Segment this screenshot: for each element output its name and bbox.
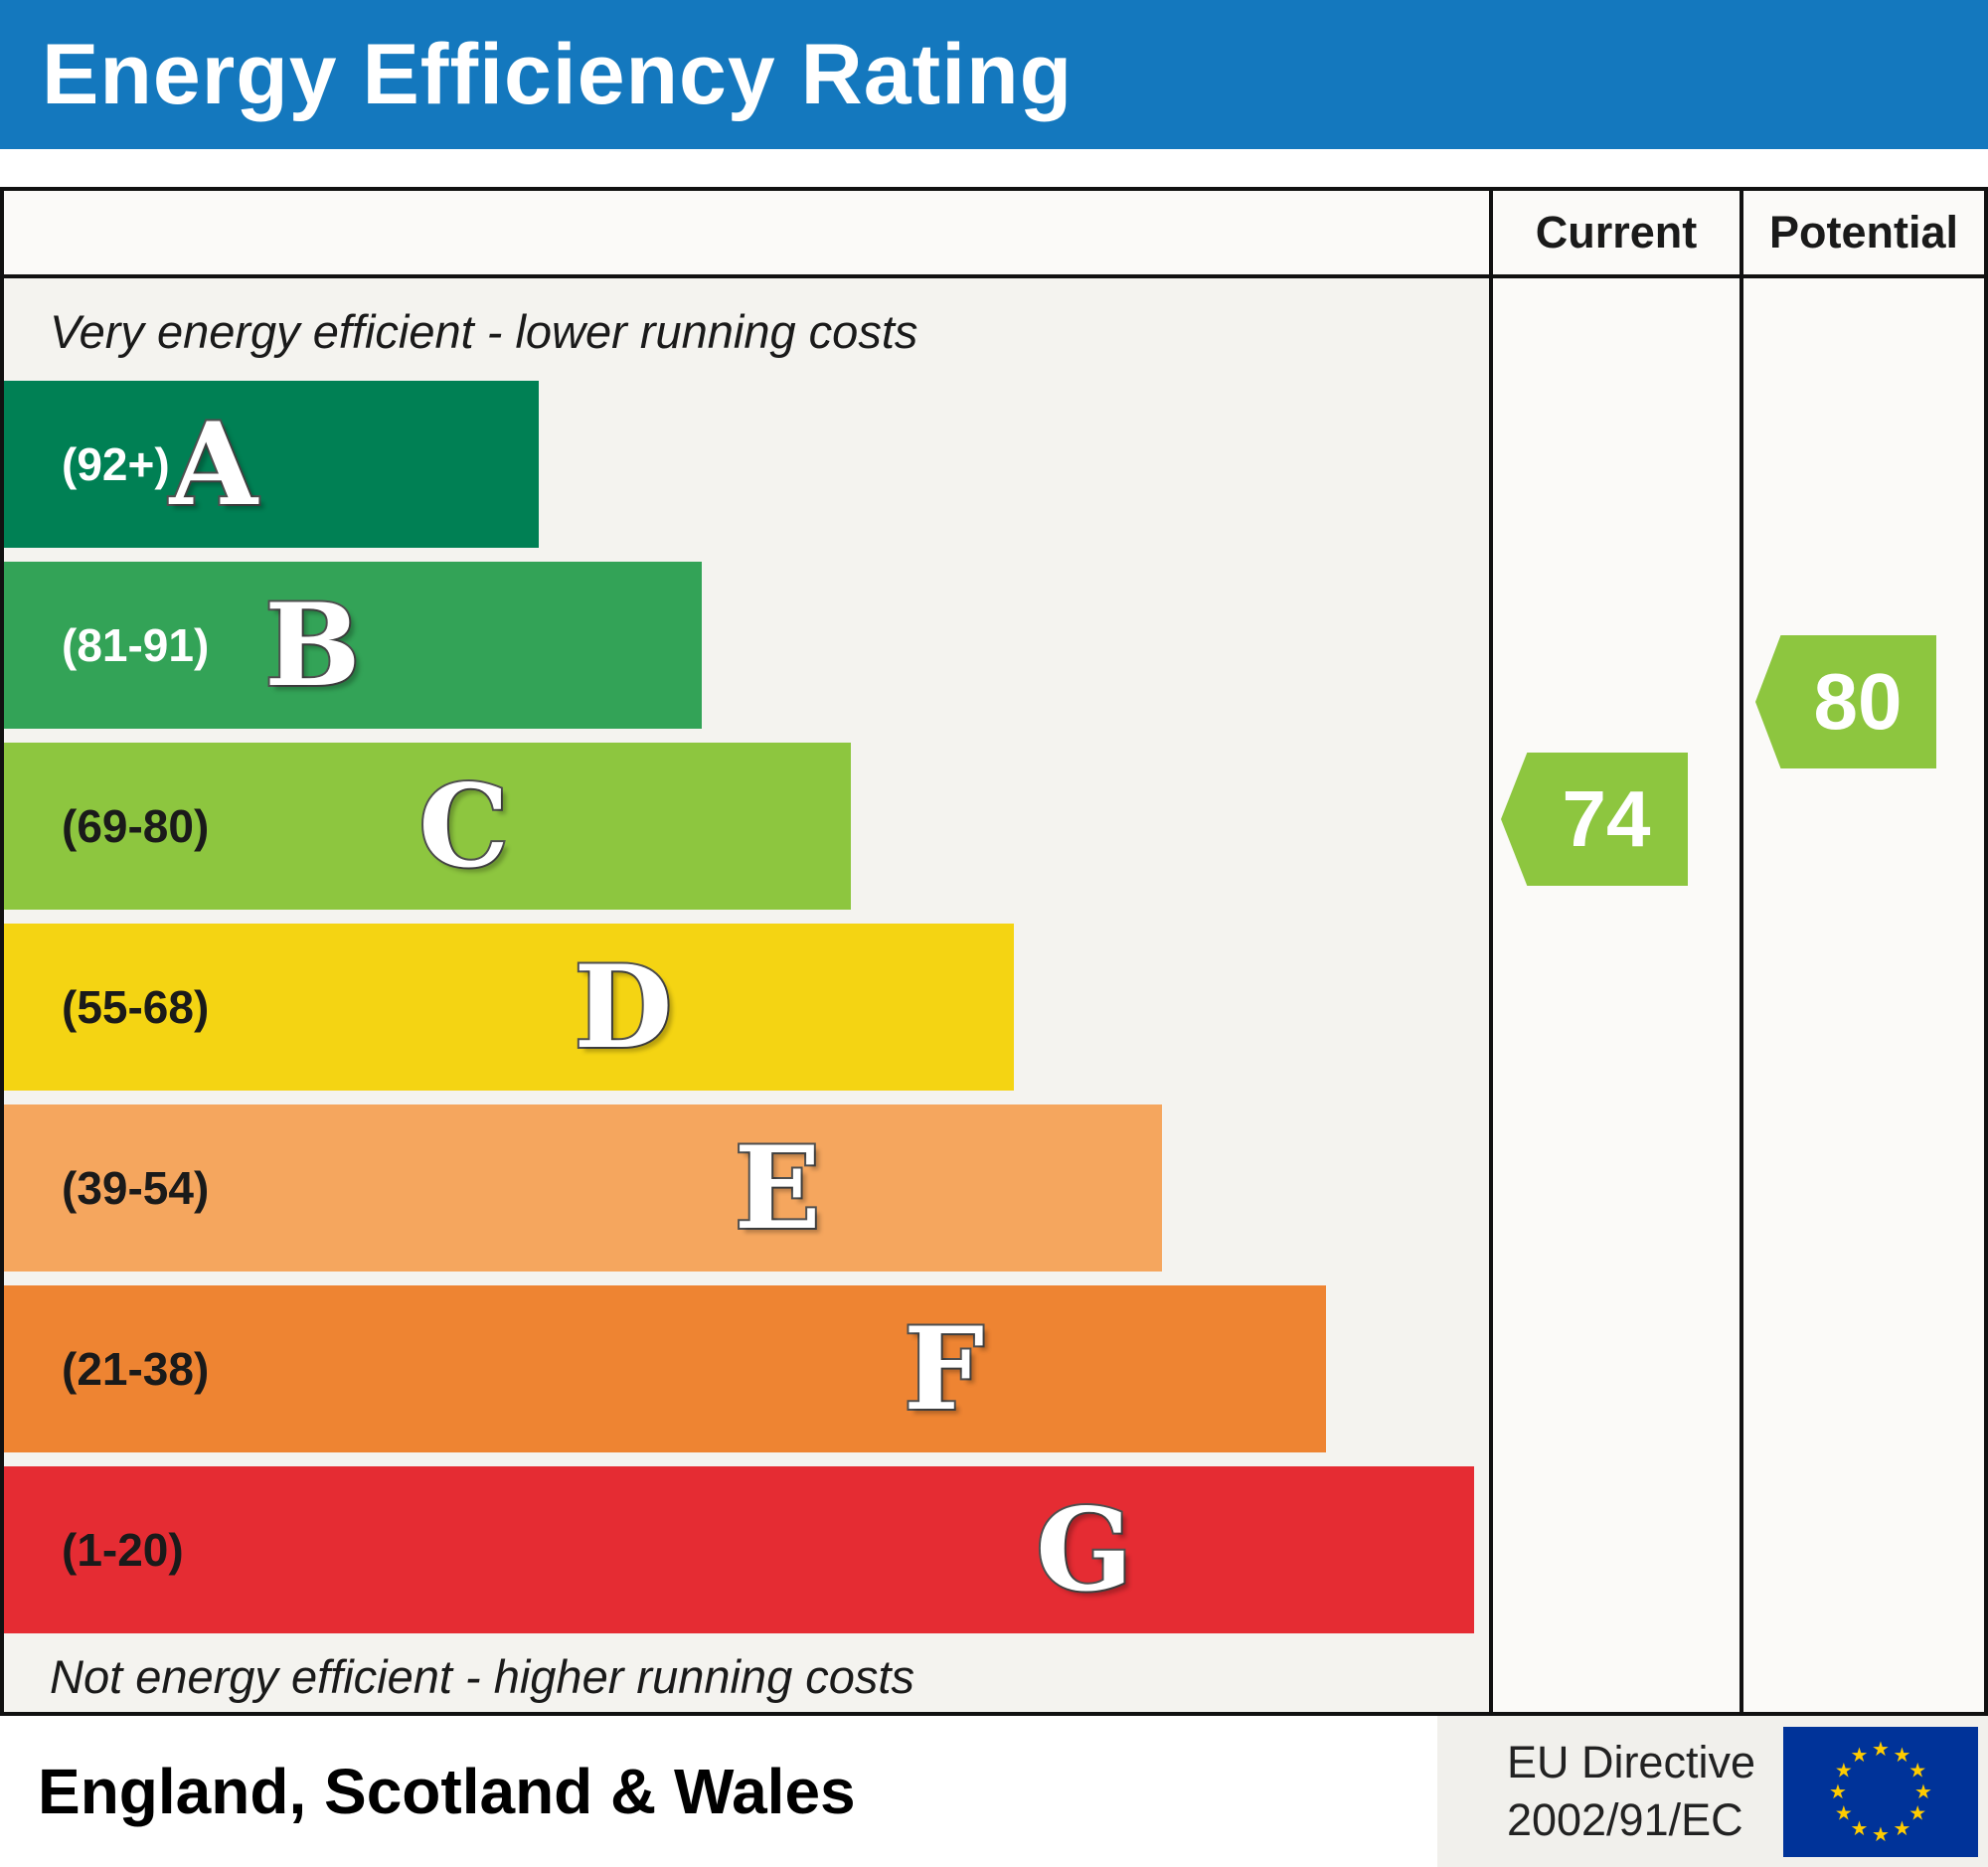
band-letter-g: G bbox=[1034, 1483, 1134, 1616]
band-bar-c: (69-80) C bbox=[4, 743, 851, 910]
band-row-e: (39-54) E bbox=[4, 1104, 1489, 1272]
band-range-e: (39-54) bbox=[62, 1162, 210, 1214]
band-row-a: (92+) A bbox=[4, 381, 1489, 548]
band-letter-b: B bbox=[262, 579, 362, 712]
band-letter-f: F bbox=[902, 1302, 986, 1436]
title-banner: Energy Efficiency Rating bbox=[0, 0, 1988, 149]
svg-text:★: ★ bbox=[1914, 1780, 1932, 1803]
band-bar-a: (92+) A bbox=[4, 381, 539, 548]
current-column: 74 bbox=[1489, 278, 1740, 1712]
band-bar-f: (21-38) F bbox=[4, 1285, 1326, 1452]
band-row-d: (55-68) D bbox=[4, 924, 1489, 1091]
current-pointer: 74 bbox=[1501, 753, 1688, 886]
svg-text:★: ★ bbox=[1894, 1816, 1911, 1840]
band-row-b: (81-91) B bbox=[4, 562, 1489, 729]
potential-pointer: 80 bbox=[1755, 635, 1936, 768]
bands-panel: Very energy efficient - lower running co… bbox=[4, 278, 1489, 1712]
band-range-f: (21-38) bbox=[62, 1343, 210, 1395]
svg-text:★: ★ bbox=[1894, 1742, 1911, 1766]
band-bar-b: (81-91) B bbox=[4, 562, 703, 729]
rating-chart: Current Potential Very energy efficient … bbox=[0, 187, 1988, 1716]
svg-text:★: ★ bbox=[1835, 1800, 1853, 1824]
svg-text:★: ★ bbox=[1851, 1742, 1869, 1766]
potential-rating-value: 80 bbox=[1813, 657, 1903, 746]
caption-not-efficient: Not energy efficient - higher running co… bbox=[50, 1650, 914, 1703]
current-column-header: Current bbox=[1489, 191, 1740, 278]
svg-text:★: ★ bbox=[1908, 1800, 1926, 1824]
footer-right: EU Directive 2002/91/EC ★ ★ ★ ★ ★ ★ ★ ★ … bbox=[1436, 1716, 1988, 1867]
svg-text:★: ★ bbox=[1872, 1822, 1890, 1846]
eu-flag-stars: ★ ★ ★ ★ ★ ★ ★ ★ ★ ★ ★ ★ bbox=[1829, 1737, 1932, 1846]
footer: England, Scotland & Wales EU Directive 2… bbox=[0, 1716, 1988, 1867]
band-range-a: (92+) bbox=[62, 438, 170, 490]
band-range-b: (81-91) bbox=[62, 619, 210, 671]
band-bar-d: (55-68) D bbox=[4, 924, 1014, 1091]
band-bar-e: (39-54) E bbox=[4, 1104, 1163, 1272]
band-range-d: (55-68) bbox=[62, 981, 210, 1033]
band-row-g: (1-20) G bbox=[4, 1466, 1489, 1633]
potential-column: 80 bbox=[1740, 278, 1984, 1712]
page-title: Energy Efficiency Rating bbox=[42, 26, 1074, 122]
current-rating-value: 74 bbox=[1562, 774, 1651, 863]
eu-directive-label: EU Directive 2002/91/EC bbox=[1507, 1734, 1755, 1850]
band-range-g: (1-20) bbox=[62, 1524, 184, 1576]
band-range-c: (69-80) bbox=[62, 800, 210, 852]
band-letter-d: D bbox=[572, 940, 674, 1074]
band-bar-g: (1-20) G bbox=[4, 1466, 1475, 1633]
banner-gap bbox=[0, 149, 1988, 187]
band-row-c: (69-80) C bbox=[4, 743, 1489, 910]
band-letter-a: A bbox=[168, 398, 259, 531]
svg-text:★: ★ bbox=[1829, 1780, 1847, 1803]
eu-directive-line2: 2002/91/EC bbox=[1506, 1794, 1743, 1845]
eu-flag: ★ ★ ★ ★ ★ ★ ★ ★ ★ ★ ★ ★ bbox=[1783, 1726, 1978, 1857]
svg-text:★: ★ bbox=[1908, 1758, 1926, 1782]
region-label: England, Scotland & Wales bbox=[38, 1756, 856, 1827]
svg-text:★: ★ bbox=[1872, 1737, 1890, 1761]
band-row-f: (21-38) F bbox=[4, 1285, 1489, 1452]
caption-very-efficient: Very energy efficient - lower running co… bbox=[50, 305, 918, 358]
svg-text:★: ★ bbox=[1835, 1758, 1853, 1782]
band-letter-c: C bbox=[416, 760, 511, 893]
eu-flag-field bbox=[1783, 1726, 1978, 1857]
eu-directive-line1: EU Directive bbox=[1506, 1736, 1755, 1787]
chart-header-blank bbox=[4, 191, 1489, 278]
potential-column-header: Potential bbox=[1740, 191, 1984, 278]
svg-text:★: ★ bbox=[1851, 1816, 1869, 1840]
band-letter-e: E bbox=[733, 1121, 823, 1255]
